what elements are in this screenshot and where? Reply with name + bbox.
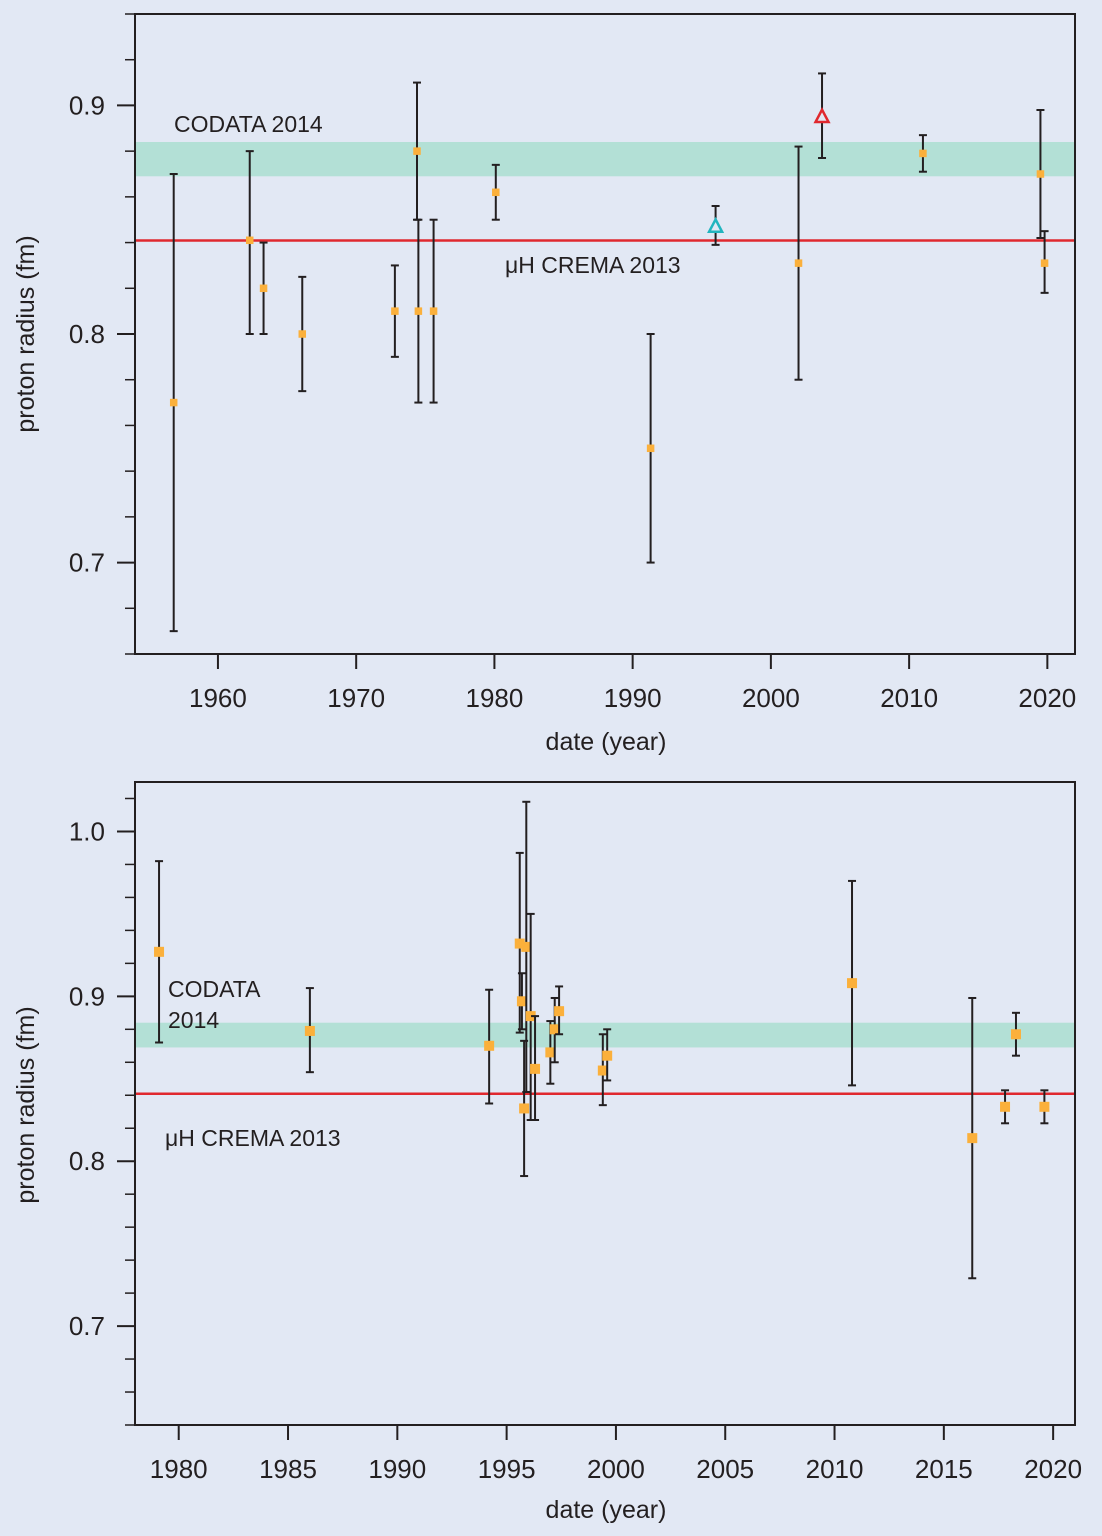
top-chart-y-ticks: 0.7 0.8 0.9 [69,13,135,655]
bottom-chart-y-tick-label: 0.9 [69,981,105,1011]
bottom-chart-points [154,800,1050,1280]
bottom-chart-x-tick-label: 2010 [806,1454,864,1484]
top-chart-x-tick-label: 1990 [604,683,662,713]
top-chart-x-tick-label: 1960 [189,683,247,713]
top-chart-data-point [1036,170,1045,178]
bottom-chart-data-point [967,1133,978,1144]
top-chart-x-tick-label: 2010 [880,683,938,713]
bottom-chart-x-tick-label: 1990 [368,1454,426,1484]
bottom-chart-data-point [304,1025,315,1036]
top-chart-frame [134,13,1076,655]
bottom-chart-data-point [514,938,525,949]
top-chart-triangle-point [707,216,725,234]
top-chart-data-point [429,307,438,315]
top-chart: 0.7 0.8 0.9 1960 1970 1980 1990 2000 2010 2020 C… [12,13,1076,756]
bottom-chart-codata-label-line1: CODATA [168,976,261,1002]
top-chart-data-point [259,284,268,293]
bottom-chart-y-tick-label: 1.0 [69,816,105,846]
top-chart-points [169,72,1049,633]
bottom-chart-data-point [516,996,527,1007]
bottom-chart-data-point [602,1050,613,1061]
bottom-chart-data-point [1010,1029,1021,1040]
bottom-chart-data-point [154,946,165,957]
bottom-chart-y-ticks: 0.7 0.8 0.9 1.0 [69,797,135,1426]
bottom-chart-y-tick-label: 0.7 [69,1311,105,1341]
top-chart-data-point [391,307,399,315]
bottom-chart-x-ticks: 1980 1985 1990 1995 2000 2005 2010 2015 2020 [150,1425,1082,1484]
top-chart-data-point [646,444,655,453]
top-chart-y-axis-label: proton radius (fm) [12,235,40,432]
bottom-chart-x-tick-label: 1995 [478,1454,536,1484]
top-chart-x-tick-label: 1980 [465,683,523,713]
bottom-chart-data-point [519,1103,530,1114]
bottom-chart-data-point [1039,1101,1050,1112]
bottom-chart-x-tick-label: 2020 [1024,1454,1082,1484]
top-chart-data-point [492,188,500,197]
bottom-chart-data-point [549,1024,560,1035]
top-chart-x-tick-label: 1970 [327,683,385,713]
bottom-chart-frame [134,781,1076,1426]
bottom-chart-data-point [521,941,532,952]
bottom-chart-x-tick-label: 1980 [150,1454,208,1484]
top-chart-x-tick-label: 2020 [1018,683,1076,713]
bottom-chart-x-tick-label: 2000 [587,1454,645,1484]
bottom-chart-data-point [484,1040,495,1051]
bottom-chart-crema-label: μH CREMA 2013 [165,1125,341,1151]
top-chart-x-tick-label: 2000 [742,683,800,713]
top-chart-data-point [245,236,254,245]
top-chart-data-point [169,398,178,407]
top-chart-data-point [794,259,803,267]
top-chart-y-tick-label: 0.7 [69,548,105,578]
top-chart-crema-label: μH CREMA 2013 [505,252,681,278]
top-chart-codata-band [135,142,1075,177]
bottom-chart-y-axis-label: proton radius (fm) [12,1006,40,1203]
bottom-chart-y-tick-label: 0.8 [69,1146,105,1176]
top-chart-x-ticks: 1960 1970 1980 1990 2000 2010 2020 [189,654,1076,713]
bottom-chart-x-tick-label: 2015 [915,1454,973,1484]
top-chart-data-point [414,307,423,315]
bottom-chart-x-axis-label: date (year) [546,1496,667,1524]
bottom-chart-x-tick-label: 1985 [259,1454,317,1484]
top-chart-y-tick-label: 0.8 [69,319,105,349]
bottom-chart-x-tick-label: 2005 [696,1454,754,1484]
bottom-chart-data-point [525,1011,536,1022]
top-chart-triangle-point [813,107,831,124]
bottom-chart-data-point [597,1065,608,1076]
top-chart-data-point [1040,259,1049,267]
bottom-chart-codata-label-line2: 2014 [168,1007,219,1033]
top-chart-data-point [413,147,421,155]
bottom-chart-data-point [847,978,858,989]
top-chart-codata-label: CODATA 2014 [174,111,323,137]
bottom-chart: 0.7 0.8 0.9 1.0 1980 1985 1990 1995 2000 2005 201… [12,781,1082,1524]
bottom-chart-data-point [530,1063,541,1074]
bottom-chart-data-point [545,1047,556,1058]
bottom-chart-data-point [1000,1101,1011,1112]
top-chart-y-tick-label: 0.9 [69,90,105,120]
top-chart-data-point [919,149,927,158]
top-chart-data-point [298,330,307,338]
top-chart-x-axis-label: date (year) [546,728,667,756]
bottom-chart-data-point [554,1006,565,1017]
